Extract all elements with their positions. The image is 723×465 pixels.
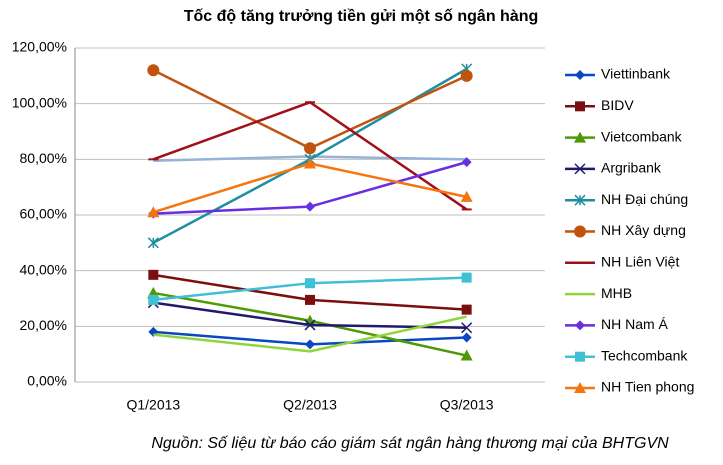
marker xyxy=(304,314,316,326)
legend-label: MHB xyxy=(601,285,632,301)
legend-label: NH Nam Á xyxy=(601,316,669,332)
legend-label: Viettinbank xyxy=(601,66,671,82)
chart-title: Tốc độ tăng trưởng tiền gửi một số ngân … xyxy=(184,8,539,25)
y-tick-label: 100,00% xyxy=(12,94,67,110)
y-tick-label: 60,00% xyxy=(20,206,67,222)
marker xyxy=(148,294,159,305)
marker xyxy=(574,382,586,393)
marker xyxy=(461,304,472,315)
y-tick-label: 120,00% xyxy=(12,39,67,55)
marker xyxy=(575,351,585,362)
marker xyxy=(461,272,472,283)
marker xyxy=(461,157,472,168)
marker xyxy=(305,278,315,289)
legend-label: NH Xây dựng xyxy=(601,222,686,238)
marker xyxy=(460,69,473,82)
marker xyxy=(305,201,315,212)
marker xyxy=(461,332,472,343)
marker xyxy=(460,190,473,202)
legend-label: NH Đại chúng xyxy=(601,191,688,207)
legend-label: BIDV xyxy=(601,97,634,113)
marker xyxy=(305,294,315,305)
marker xyxy=(575,320,585,331)
marker xyxy=(575,70,585,80)
y-tick-label: 80,00% xyxy=(20,150,67,166)
marker xyxy=(575,101,585,112)
marker xyxy=(147,64,160,77)
marker xyxy=(148,269,159,280)
legend-label: NH Liên Việt xyxy=(601,254,679,270)
source-note: Nguồn: Số liệu từ báo cáo giám sát ngân … xyxy=(151,435,669,452)
marker xyxy=(305,339,315,350)
marker xyxy=(574,194,586,206)
marker xyxy=(461,322,473,334)
marker xyxy=(460,349,473,361)
marker xyxy=(147,206,160,218)
y-tick-label: 40,00% xyxy=(20,261,67,277)
legend-label: NH Tien phong xyxy=(601,379,694,395)
marker xyxy=(574,225,586,238)
x-tick-label: Q2/2013 xyxy=(283,397,337,413)
marker xyxy=(304,319,316,331)
marker xyxy=(304,142,316,155)
y-tick-label: 0,00% xyxy=(27,373,67,389)
marker xyxy=(304,157,316,169)
series-line xyxy=(153,315,467,353)
legend-label: Argribank xyxy=(601,160,662,176)
marker xyxy=(147,237,159,249)
legend-label: Techcombank xyxy=(601,347,688,363)
x-tick-label: Q1/2013 xyxy=(126,397,180,413)
legend-label: Vietcombank xyxy=(601,128,683,144)
marker xyxy=(574,131,586,143)
y-tick-label: 20,00% xyxy=(20,317,67,333)
marker xyxy=(574,163,586,175)
x-tick-label: Q3/2013 xyxy=(440,397,494,413)
